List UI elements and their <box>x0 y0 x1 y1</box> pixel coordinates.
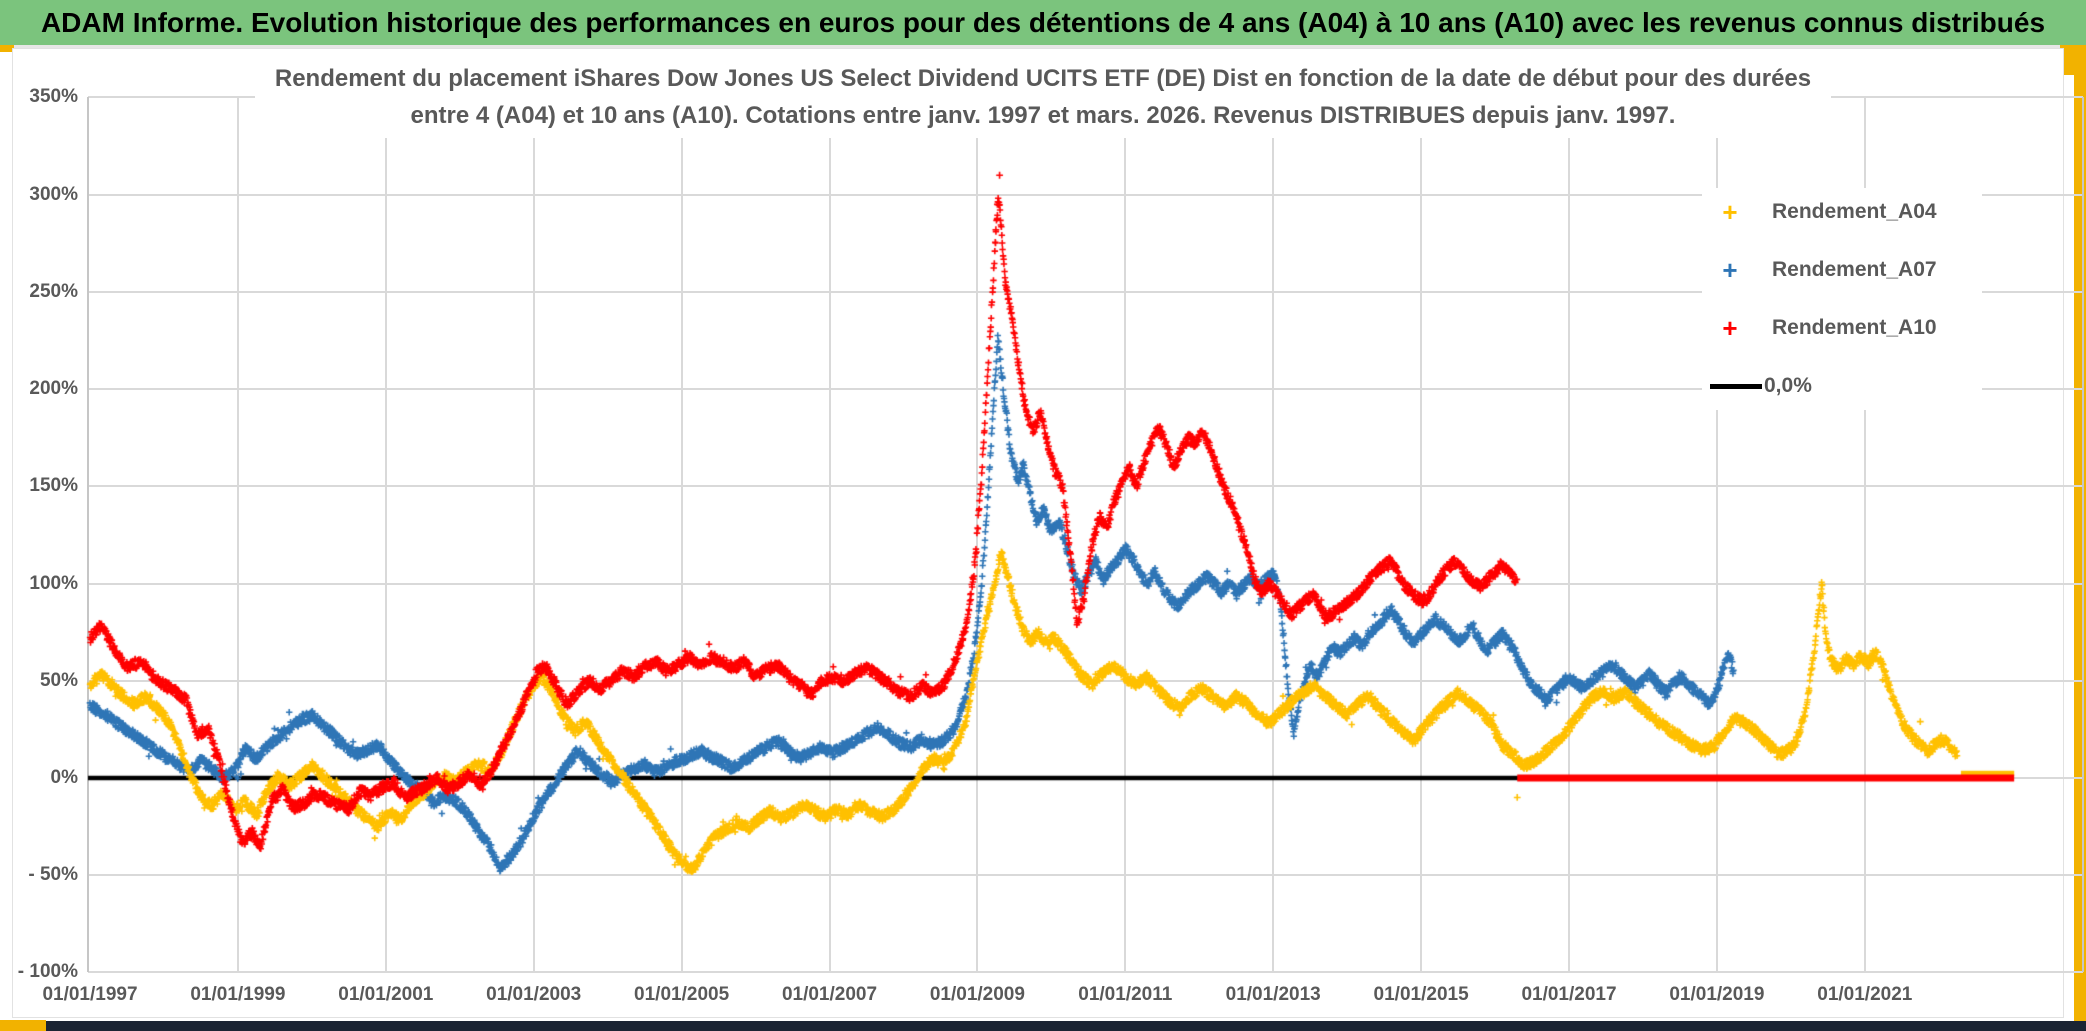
legend-item-rendement-a04: + Rendement_A04 <box>1702 194 1982 230</box>
chart-title: Rendement du placement iShares Dow Jones… <box>254 56 1832 138</box>
chart-legend: + Rendement_A04 + Rendement_A07 + Rendement_A… <box>1702 188 1982 410</box>
chart-title-line1: Rendement du placement iShares Dow Jones… <box>274 65 1812 92</box>
legend-label: Rendement_A07 <box>1772 258 1937 281</box>
plus-marker-icon: + <box>1722 255 1738 285</box>
zero-line-sample-icon <box>1710 383 1762 389</box>
legend-item-rendement-a07: + Rendement_A07 <box>1702 252 1982 288</box>
plus-marker-icon: + <box>1722 197 1738 227</box>
legend-label: 0,0% <box>1764 374 1812 397</box>
legend-item-0-0-: 0,0% <box>1702 368 1982 404</box>
legend-label: Rendement_A04 <box>1772 200 1937 223</box>
chart-title-line2: entre 4 (A04) et 10 ans (A10). Cotations… <box>410 102 1676 129</box>
plus-marker-icon: + <box>1722 313 1738 343</box>
legend-item-rendement-a10: + Rendement_A10 <box>1702 310 1982 346</box>
legend-label: Rendement_A10 <box>1772 316 1937 339</box>
